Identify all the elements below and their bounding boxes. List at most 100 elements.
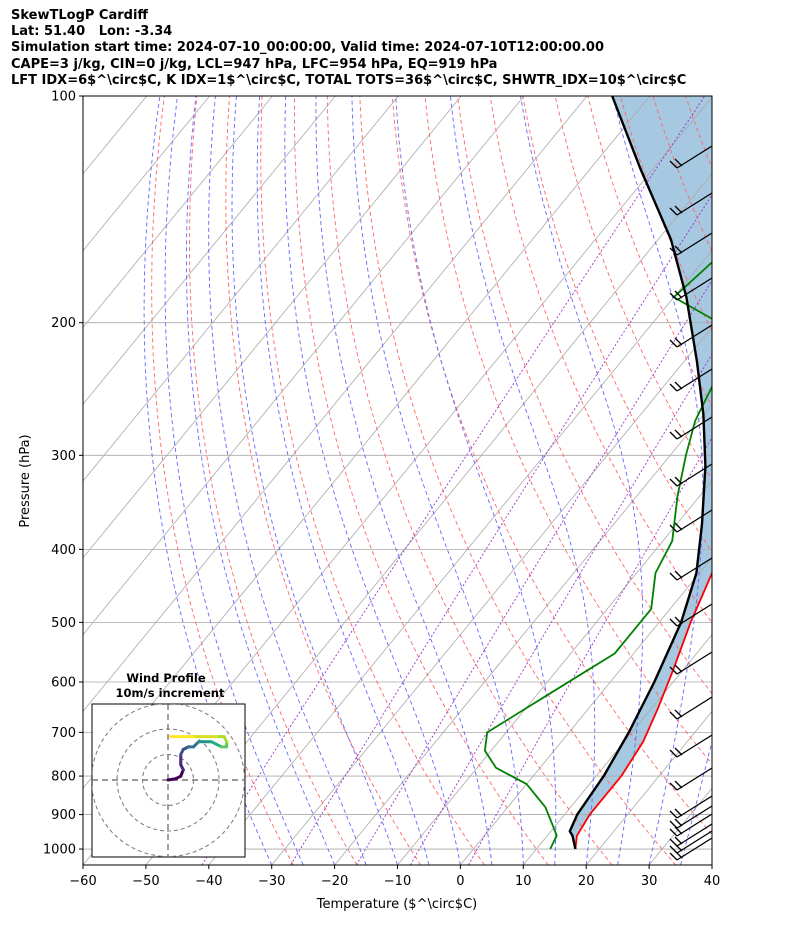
wind-barb	[669, 767, 712, 791]
barb-flag	[669, 383, 678, 392]
dry-adiabat	[359, 96, 677, 865]
barb-flag	[669, 838, 678, 847]
barb-flag	[669, 524, 678, 533]
barb-flag	[669, 247, 678, 256]
barb-flag	[669, 618, 678, 627]
x-tick-label: −40	[195, 874, 222, 889]
dry-adiabat	[424, 96, 712, 765]
barb-staff	[676, 368, 712, 392]
barb-flag	[669, 339, 678, 348]
dewpoint-line	[484, 261, 712, 850]
wind-barb	[669, 651, 712, 675]
barb-staff	[676, 145, 712, 169]
y-tick-label: 200	[51, 316, 76, 331]
barb-staff	[676, 416, 712, 440]
y-tick-label: 500	[51, 616, 76, 631]
x-tick-label: 0	[456, 874, 464, 889]
barb-flag	[669, 478, 678, 487]
barb-flag	[674, 337, 683, 346]
isotherm--80	[83, 96, 588, 713]
x-tick-label: −60	[69, 874, 96, 889]
barb-flag	[674, 818, 683, 827]
isotherm--120	[83, 96, 336, 405]
mixing-ratio-line	[290, 194, 712, 865]
barb-flag	[669, 292, 678, 301]
profile-lines	[484, 96, 712, 850]
y-tick-label: 600	[51, 675, 76, 690]
hodograph: Wind Profile 10m/s increment	[91, 671, 246, 858]
location-line: Lat: 51.40 Lon: -3.34	[11, 24, 173, 40]
wind-barb	[669, 603, 712, 627]
barb-flag	[669, 160, 678, 169]
moist-adiabat	[744, 96, 794, 865]
dry-adiabat	[718, 96, 794, 865]
mixing-ratio-lines	[201, 96, 712, 865]
barb-staff	[676, 232, 712, 256]
barb-flag	[669, 820, 678, 829]
wind-barb	[669, 416, 712, 440]
barb-flag	[674, 836, 683, 845]
dry-adiabat	[189, 96, 358, 865]
y-tick-label: 400	[51, 543, 76, 558]
hodograph-plot	[92, 704, 245, 857]
isotherm--40	[208, 249, 712, 865]
hodograph-title: Wind Profile	[126, 671, 206, 685]
dry-adiabat	[294, 96, 549, 865]
temperature-line	[574, 570, 712, 850]
dry-adiabat	[391, 96, 712, 836]
wind-barb	[669, 805, 712, 829]
barb-staff	[676, 767, 712, 791]
wind-barb	[669, 813, 712, 837]
hodograph-subtitle: 10m/s increment	[116, 686, 225, 700]
x-tick-label: 20	[578, 874, 595, 889]
isotherm--50	[145, 173, 712, 865]
barb-flag	[674, 381, 683, 390]
barb-flag	[674, 570, 683, 579]
barb-flag	[669, 782, 678, 791]
isotherm-20	[585, 710, 712, 865]
barb-staff	[676, 509, 712, 533]
isotherm-0	[460, 557, 712, 865]
barb-flag	[674, 664, 683, 673]
wind-barb	[669, 557, 712, 581]
moist-adiabat	[164, 96, 304, 865]
barb-flag	[674, 826, 683, 835]
wind-barb	[669, 145, 712, 169]
wind-barb	[669, 795, 712, 819]
barb-flag	[674, 158, 683, 167]
isotherm--160	[83, 96, 85, 98]
barb-flag	[669, 572, 678, 581]
wind-barb	[669, 232, 712, 256]
isotherm--90	[83, 96, 525, 636]
barb-flag	[674, 709, 683, 718]
barb-flag	[674, 616, 683, 625]
wind-barb	[669, 324, 712, 348]
moist-adiabat	[315, 96, 493, 865]
parcel-line	[568, 96, 707, 850]
wind-barb	[669, 277, 712, 301]
barb-flag	[669, 749, 678, 758]
isotherm--20	[334, 403, 712, 865]
dry-adiabat	[522, 96, 712, 553]
x-tick-label: −50	[132, 874, 159, 889]
isotherm--100	[83, 96, 462, 559]
wind-barb	[669, 192, 712, 216]
barb-flag	[674, 780, 683, 789]
wind-barbs	[669, 145, 712, 861]
x-tick-label: −20	[321, 874, 348, 889]
x-tick-label: 40	[704, 874, 721, 889]
dry-adiabat	[151, 96, 294, 865]
y-tick-label: 100	[51, 90, 76, 105]
mixing-ratio-line	[201, 96, 706, 865]
barb-flag	[674, 429, 683, 438]
barb-flag	[669, 666, 678, 675]
barb-staff	[676, 830, 712, 854]
indices-line-2: LFT IDX=6$^\circ$C, K IDX=1$^\circ$C, TO…	[11, 72, 687, 88]
wind-barb	[669, 734, 712, 758]
x-tick-label: −30	[258, 874, 285, 889]
barb-flag	[674, 245, 683, 254]
barb-staff	[676, 651, 712, 675]
moist-adiabat	[186, 96, 336, 865]
barb-flag	[669, 845, 678, 854]
barb-flag	[674, 205, 683, 214]
